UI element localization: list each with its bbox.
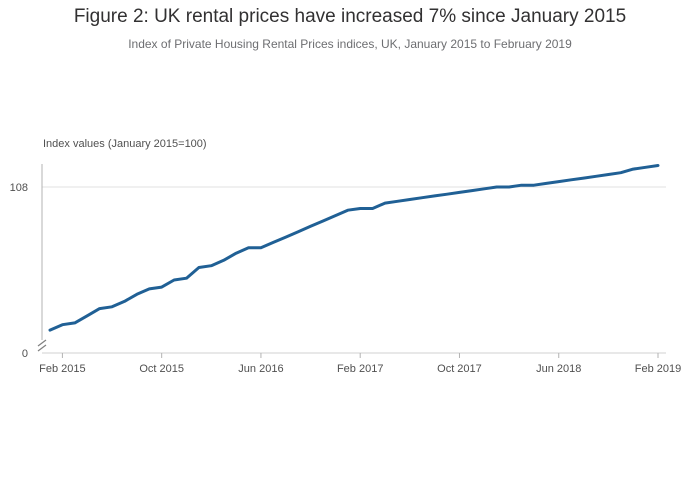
x-tick-label: Feb 2015 bbox=[39, 363, 85, 375]
series-layer bbox=[48, 164, 660, 332]
x-tick-label: Jun 2016 bbox=[238, 363, 283, 375]
axes: 0 108 Feb 2015 Oct 2015 Jun 2016 Feb 2017 Oct … bbox=[10, 164, 681, 375]
y-tick-label: 108 bbox=[10, 182, 28, 194]
gridlines bbox=[42, 186, 666, 354]
x-tick-label: Feb 2019 bbox=[635, 363, 681, 375]
chart-subtitle: Index of Private Housing Rental Prices i… bbox=[128, 37, 572, 51]
axis-break-mark bbox=[37, 344, 47, 352]
y-tick-label: 0 bbox=[22, 348, 28, 360]
axis-break-mark bbox=[37, 339, 47, 347]
series-line bbox=[48, 164, 660, 332]
y-axis-title: Index values (January 2015=100) bbox=[43, 138, 207, 150]
x-tick-label: Oct 2017 bbox=[437, 363, 482, 375]
x-tick-label: Feb 2017 bbox=[337, 363, 383, 375]
chart-title: Figure 2: UK rental prices have increase… bbox=[73, 6, 627, 27]
x-tick-label: Oct 2015 bbox=[139, 363, 184, 375]
x-tick-label: Jun 2018 bbox=[536, 363, 581, 375]
